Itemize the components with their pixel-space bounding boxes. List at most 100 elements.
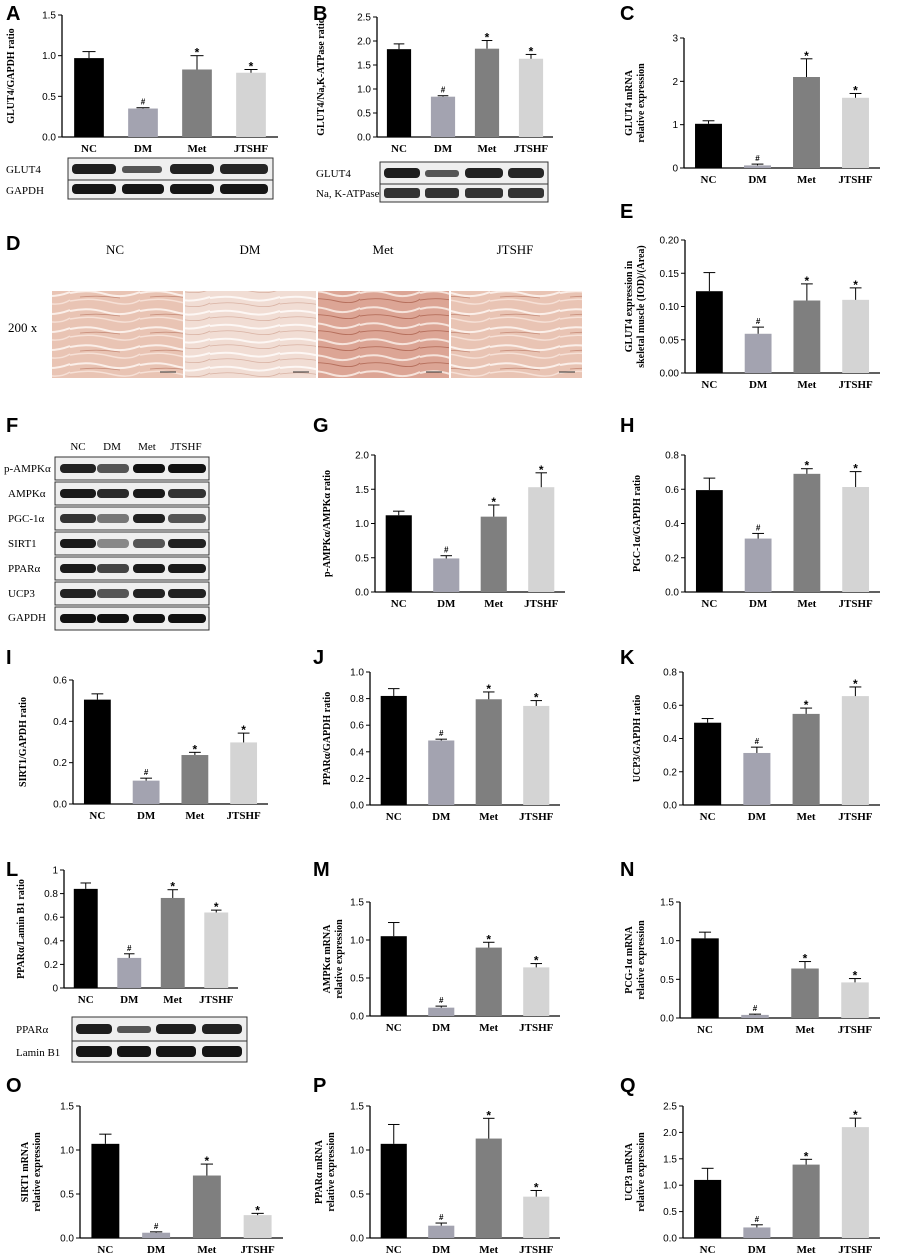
blot-label-ppara: PPARα	[8, 563, 41, 575]
x-tick-label: Met	[197, 1244, 216, 1255]
bar-q-dm	[743, 1227, 771, 1238]
bar-l-nc	[73, 888, 98, 988]
blot-f-group-jtshf: JTSHF	[170, 441, 201, 453]
y-tick-label: 0.4	[44, 936, 58, 947]
y-axis-label: relative expression	[636, 920, 647, 1000]
bar-p-met	[475, 1138, 502, 1238]
y-tick-label: 1.5	[660, 898, 674, 909]
western-blot-l: PPARα Lamin B1	[16, 1016, 248, 1063]
y-tick-label: 0.4	[53, 717, 67, 728]
x-tick-label: DM	[434, 143, 453, 155]
y-axis-label: GLUT4/Na,K-ATPase ratio	[316, 18, 327, 136]
significance-hash: #	[755, 154, 760, 163]
significance-star: *	[853, 83, 858, 97]
significance-star: *	[539, 463, 544, 477]
significance-star: *	[486, 682, 491, 696]
chart-o: 0.0 0.5 1.0 1.5 NC # DM * Met * JTSHF SIRT1 mRNA rel…	[20, 1102, 283, 1255]
bar-o-dm	[142, 1232, 171, 1238]
x-tick-label: DM	[746, 1024, 765, 1036]
y-axis-label: SIRT1 mRNA	[20, 1141, 31, 1202]
bar-q-jtshf	[841, 1127, 869, 1238]
chart-h: 0.0 0.2 0.4 0.6 0.8 NC # DM * Met * JTSHF PGC-1α/GAP…	[632, 451, 880, 610]
bar-c-met	[793, 77, 820, 168]
bar-p-dm	[428, 1225, 455, 1238]
bar-i-met	[181, 755, 209, 804]
y-tick-label: 0.0	[355, 588, 369, 599]
bar-h-met	[793, 473, 821, 592]
bar-p-nc	[380, 1143, 407, 1238]
bar-l-jtshf	[204, 912, 229, 988]
x-tick-label: NC	[391, 143, 407, 155]
significance-star: *	[241, 723, 246, 737]
x-tick-label: Met	[797, 811, 816, 823]
significance-hash: #	[127, 944, 132, 953]
y-tick-label: 0.8	[665, 451, 679, 462]
y-tick-label: 1.5	[60, 1102, 74, 1113]
bar-e-dm	[744, 333, 772, 373]
bar-k-nc	[694, 722, 722, 805]
y-axis-label: PPARα/Lamin B1 ratio	[16, 879, 27, 979]
panel-letter-o: O	[6, 1075, 22, 1097]
x-tick-label: Met	[479, 1244, 498, 1255]
x-tick-label: Met	[484, 598, 503, 610]
significance-star: *	[853, 462, 858, 476]
x-tick-label: JTSHF	[524, 598, 559, 610]
y-tick-label: 0.05	[660, 335, 680, 346]
histology-panel-d: NC DM Met JTSHF 200 x	[8, 242, 582, 378]
significance-star: *	[249, 59, 254, 73]
panel-letter-b: B	[313, 3, 327, 25]
y-axis-label: UCP3 mRNA	[624, 1142, 635, 1201]
x-tick-label: JTSHF	[838, 1024, 873, 1036]
bar-h-dm	[744, 538, 772, 592]
chart-m: 0.0 0.5 1.0 1.5 NC # DM * Met * JTSHF AMPKα mRNA rel…	[322, 898, 560, 1034]
bar-n-dm	[741, 1014, 769, 1018]
bar-n-nc	[691, 938, 719, 1018]
blot-label-gapdh-f: GAPDH	[8, 612, 46, 624]
y-tick-label: 0.2	[53, 758, 67, 769]
x-tick-label: NC	[700, 811, 716, 823]
significance-star: *	[170, 880, 175, 894]
western-blot-b: GLUT4 Na, K-ATPase	[316, 161, 549, 203]
significance-hash: #	[141, 98, 146, 107]
bar-i-dm	[132, 780, 160, 804]
significance-star: *	[486, 932, 491, 946]
bar-j-jtshf	[523, 705, 550, 805]
bar-c-jtshf	[842, 97, 869, 168]
chart-k: 0.0 0.2 0.4 0.6 0.8 NC # DM * Met * JTSHF UCP3/GAPDH…	[632, 668, 880, 823]
significance-star: *	[804, 1149, 809, 1163]
y-tick-label: 0	[672, 164, 678, 175]
y-axis-label: relative expression	[326, 1132, 337, 1212]
x-tick-label: NC	[701, 598, 717, 610]
y-tick-label: 0.6	[53, 676, 67, 687]
y-tick-label: 0.5	[42, 92, 56, 103]
significance-hash: #	[755, 1215, 760, 1224]
x-tick-label: DM	[134, 143, 153, 155]
y-axis-label: GLUT4 mRNA	[624, 69, 635, 136]
blot-f-group-nc: NC	[70, 441, 85, 453]
significance-star: *	[853, 1108, 858, 1122]
blot-label-glut4-a: GLUT4	[6, 164, 41, 176]
x-tick-label: Met	[163, 994, 182, 1006]
y-axis-label: PGC-1α/GAPDH ratio	[632, 475, 643, 572]
y-tick-label: 1.0	[350, 936, 364, 947]
significance-star: *	[805, 459, 810, 473]
x-tick-label: Met	[188, 143, 207, 155]
y-tick-label: 3	[672, 34, 678, 45]
y-tick-label: 1.5	[663, 1154, 677, 1165]
y-tick-label: 2.0	[663, 1128, 677, 1139]
x-tick-label: Met	[797, 598, 816, 610]
y-axis-label: AMPKα mRNA	[322, 924, 333, 993]
magnification-label: 200 x	[8, 320, 38, 335]
y-axis-label: UCP3/GAPDH ratio	[632, 695, 643, 783]
x-tick-label: NC	[386, 1022, 402, 1034]
y-axis-label: SIRT1/GAPDH ratio	[18, 697, 29, 787]
chart-b: 0.0 0.5 1.0 1.5 2.0 2.5 NC # DM * Met * JTSHF GLUT4/N…	[316, 13, 553, 155]
x-tick-label: NC	[97, 1244, 113, 1255]
panel-letter-c: C	[620, 3, 634, 25]
x-tick-label: JTSHF	[199, 994, 234, 1006]
significance-hash: #	[144, 768, 149, 777]
y-tick-label: 0.10	[660, 302, 680, 313]
x-tick-label: DM	[432, 811, 451, 823]
bar-a-met	[182, 69, 212, 137]
